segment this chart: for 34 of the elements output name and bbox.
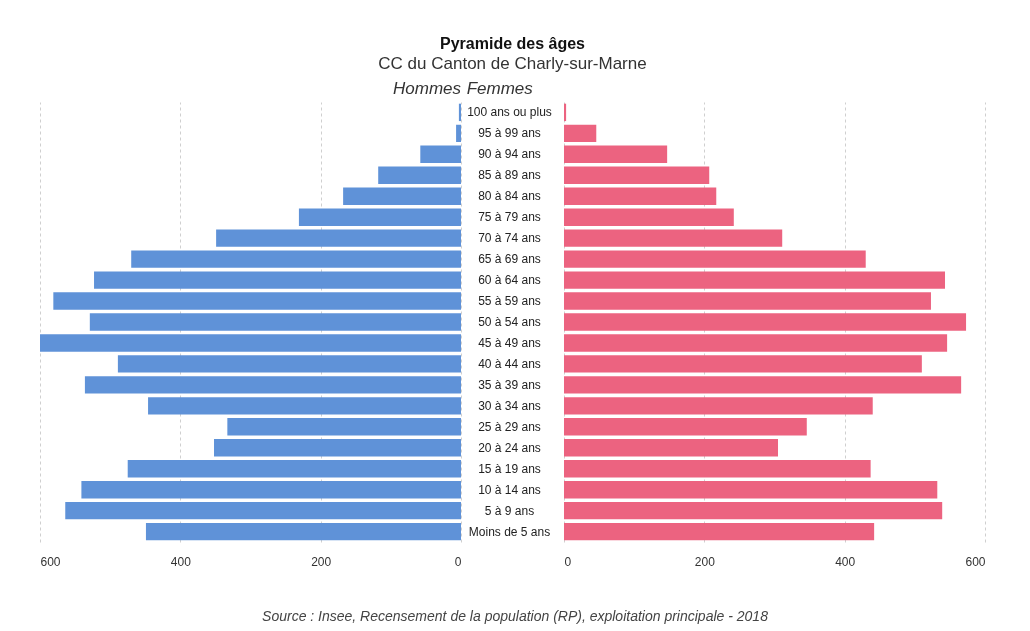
x-tick-label: 0 (454, 554, 462, 569)
y-tick-label: 55 à 59 ans (478, 294, 541, 309)
y-tick-label: 95 à 99 ans (478, 126, 541, 141)
y-tick-label: 60 à 64 ans (478, 273, 541, 288)
y-tick-label: 75 à 79 ans (478, 210, 541, 225)
y-tick-label: 65 à 69 ans (478, 252, 541, 267)
text: Pyramide des âges (440, 35, 586, 52)
x-tick-label: 400 (835, 554, 856, 569)
x-tick-label: 600 (965, 554, 986, 569)
x-tick-label: 200 (694, 554, 716, 569)
x-tick-label: 600 (40, 554, 61, 569)
series-label: Hommes (392, 79, 462, 98)
x-tick-label: 0 (564, 554, 572, 569)
y-tick-label: 40 à 44 ans (478, 356, 541, 371)
y-tick-label: 85 à 89 ans (478, 168, 541, 183)
y-tick-label: 5 à 9 ans (484, 503, 535, 518)
y-tick-label: 45 à 49 ans (478, 335, 541, 350)
y-tick-label: 30 à 34 ans (478, 398, 541, 413)
x-tick-label: 400 (170, 554, 192, 569)
y-tick-label: 100 ans ou plus (467, 105, 552, 120)
y-tick-label: 10 à 14 ans (478, 482, 541, 497)
y-tick-label: 90 à 94 ans (478, 147, 541, 162)
x-tick-label: 200 (311, 554, 332, 569)
text: CC du Canton de Charly-sur-Marne (378, 54, 647, 73)
y-tick-label: 25 à 29 ans (478, 419, 541, 434)
y-tick-label: 35 à 39 ans (478, 377, 541, 392)
y-tick-label: 20 à 24 ans (478, 440, 541, 455)
y-tick-label: Moins de 5 ans (468, 524, 551, 539)
y-tick-label: 15 à 19 ans (478, 461, 541, 476)
source-note: Source : Insee, Recensement de la population (RP), exploitation principale - 2018 (261, 608, 769, 624)
y-tick-label: 50 à 54 ans (478, 315, 541, 329)
series-label: Femmes (466, 79, 534, 98)
y-tick-label: 80 à 84 ans (478, 189, 541, 204)
y-tick-label: 70 à 74 ans (478, 231, 541, 246)
